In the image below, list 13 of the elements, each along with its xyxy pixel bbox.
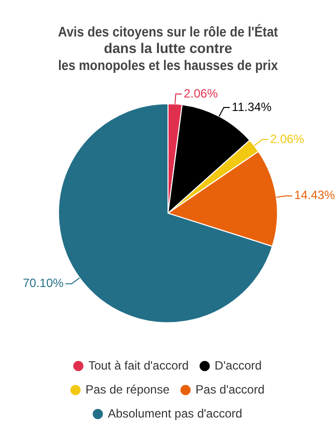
data-label: 14.43%: [294, 188, 336, 202]
legend-label: Absolument pas d'accord: [108, 406, 242, 420]
text: dans la lutte contre: [104, 40, 232, 56]
data-label: 2.06%: [184, 86, 218, 100]
legend-label: Pas d'accord: [196, 382, 265, 396]
text: les monopoles et les hausses de prix: [58, 57, 278, 74]
data-label: 70.10%: [22, 276, 64, 290]
legend-label: Tout à fait d'accord: [88, 358, 189, 372]
data-label: 2.06%: [270, 132, 304, 146]
legend-label: D'accord: [214, 358, 262, 372]
text: Avis des citoyens sur le rôle de l'État: [58, 24, 278, 40]
data-label: 11.34%: [232, 100, 272, 114]
legend-label: Pas de réponse: [85, 382, 170, 396]
